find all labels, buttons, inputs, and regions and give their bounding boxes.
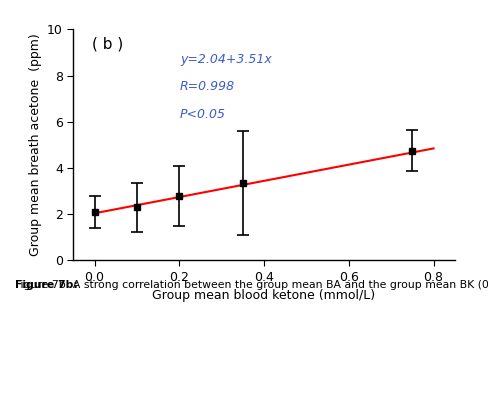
Text: R=0.998: R=0.998	[180, 80, 235, 93]
Y-axis label: Group mean breath acetone  (ppm): Group mean breath acetone (ppm)	[28, 34, 41, 256]
Text: y=2.04+3.51x: y=2.04+3.51x	[180, 52, 271, 66]
Text: Figure 7b:: Figure 7b:	[15, 280, 78, 290]
Text: Figure 7b: A strong correlation between the group mean BA and the group mean BK : Figure 7b: A strong correlation between …	[15, 280, 488, 290]
Text: P<0.05: P<0.05	[180, 108, 225, 121]
X-axis label: Group mean blood ketone (mmol/L): Group mean blood ketone (mmol/L)	[152, 289, 375, 302]
Text: ( b ): ( b )	[92, 36, 123, 51]
